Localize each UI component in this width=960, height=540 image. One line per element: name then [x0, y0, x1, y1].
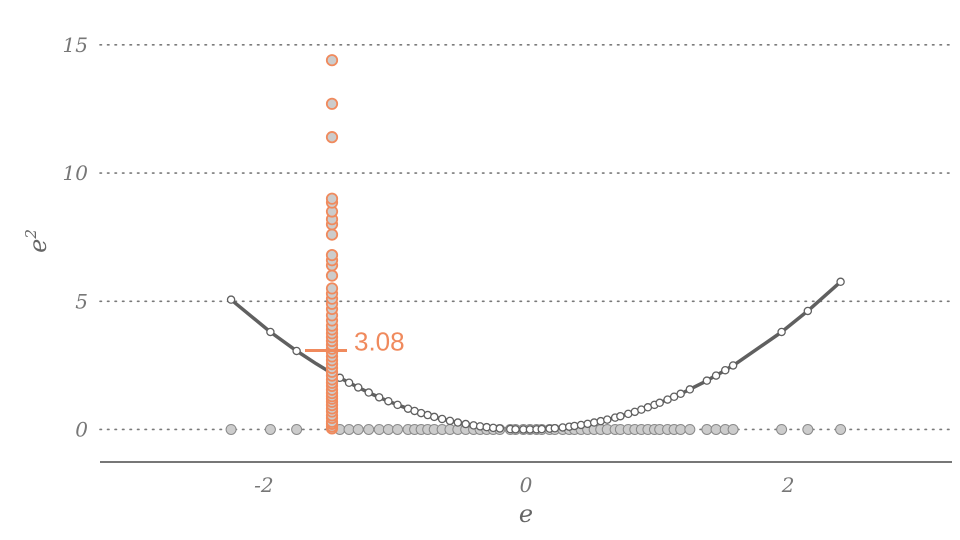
tick-labels-layer: 0 5 10 15 -2 0 2 [63, 33, 795, 497]
squared-residual-point-54 [720, 365, 730, 375]
x-tick-label--2: -2 [254, 473, 273, 497]
mean-marker-layer: 3.08 [305, 327, 405, 357]
residual-point-50 [675, 423, 687, 435]
residual-point-7 [373, 423, 385, 435]
highlight-point-49 [325, 97, 339, 110]
residual-point-9 [392, 423, 404, 435]
y-tick-label-5: 5 [75, 289, 88, 313]
squared-residual-point-17 [453, 418, 463, 427]
y-axis-title: e2 [22, 229, 52, 253]
squared-residual-point-1 [266, 327, 275, 337]
residual-point-5 [352, 423, 364, 435]
highlight-points-layer [325, 54, 339, 435]
residual-point-58 [835, 423, 847, 435]
highlight-point-50 [325, 54, 339, 67]
highlight-point-48 [325, 131, 339, 144]
squared-residual-point-14 [429, 412, 439, 422]
residual-point-6 [363, 423, 375, 435]
squared-residual-point-56 [777, 327, 786, 337]
squared-residual-point-57 [803, 306, 813, 316]
y-axis-title-superscript: 2 [22, 229, 40, 240]
residual-point-0 [225, 423, 237, 435]
squared-residual-point-9 [393, 400, 402, 410]
y-tick-label-15: 15 [63, 33, 88, 57]
residual-point-2 [291, 423, 303, 435]
squared-residual-point-53 [711, 371, 721, 380]
residual-point-4 [343, 423, 355, 435]
squared-residual-point-55 [728, 361, 738, 370]
highlight-point-42 [325, 228, 339, 241]
x-tick-label-2: 2 [781, 473, 795, 497]
squared-residual-point-31 [550, 423, 560, 433]
residual-point-51 [684, 423, 696, 435]
squared-residual-point-29 [537, 424, 546, 434]
residual-point-1 [264, 423, 276, 435]
squared-residual-point-25 [511, 425, 520, 434]
parabola-curve-line [229, 280, 843, 432]
squared-residual-point-18 [461, 419, 470, 429]
x-tick-label-0: 0 [520, 473, 533, 497]
squared-residual-point-52 [702, 376, 712, 385]
residual-point-8 [382, 423, 394, 435]
highlight-point-47 [325, 192, 339, 205]
squared-residual-point-58 [836, 277, 845, 287]
residual-points-layer [225, 277, 847, 435]
squared-residual-point-0 [226, 295, 236, 304]
squared-residual-point-50 [676, 389, 685, 399]
squared-residual-point-16 [445, 416, 455, 426]
mean-value-label: 3.08 [354, 327, 405, 357]
grid-layer [99, 44, 953, 431]
y-axis-title-base: e [24, 239, 52, 253]
squared-residual-point-7 [374, 393, 384, 402]
y-tick-label-10: 10 [63, 161, 89, 185]
residual-point-56 [776, 423, 788, 435]
squared-residual-point-47 [655, 398, 664, 408]
residual-point-55 [727, 423, 739, 435]
squared-residual-point-4 [344, 378, 354, 387]
squared-residual-point-23 [495, 424, 505, 433]
y-tick-label-0: 0 [75, 417, 88, 441]
squared-residual-point-15 [437, 414, 447, 424]
highlight-point-38 [325, 269, 339, 282]
residual-point-53 [710, 423, 722, 435]
highlight-point-37 [325, 282, 339, 295]
squared-residual-point-41 [616, 411, 625, 421]
squared-residual-point-2 [292, 346, 301, 356]
curve-layer [229, 280, 843, 432]
squared-residual-point-5 [353, 383, 363, 392]
highlight-point-41 [325, 249, 339, 262]
x-axis-title: e [519, 500, 533, 528]
squared-residual-point-51 [685, 385, 695, 394]
residual-point-52 [701, 423, 713, 435]
y-axis-title-text: e2 [22, 229, 52, 253]
squared-residual-point-39 [603, 415, 612, 424]
squared-residual-point-6 [364, 388, 373, 397]
residual-point-57 [802, 423, 814, 435]
squared-residual-point-8 [384, 396, 393, 406]
